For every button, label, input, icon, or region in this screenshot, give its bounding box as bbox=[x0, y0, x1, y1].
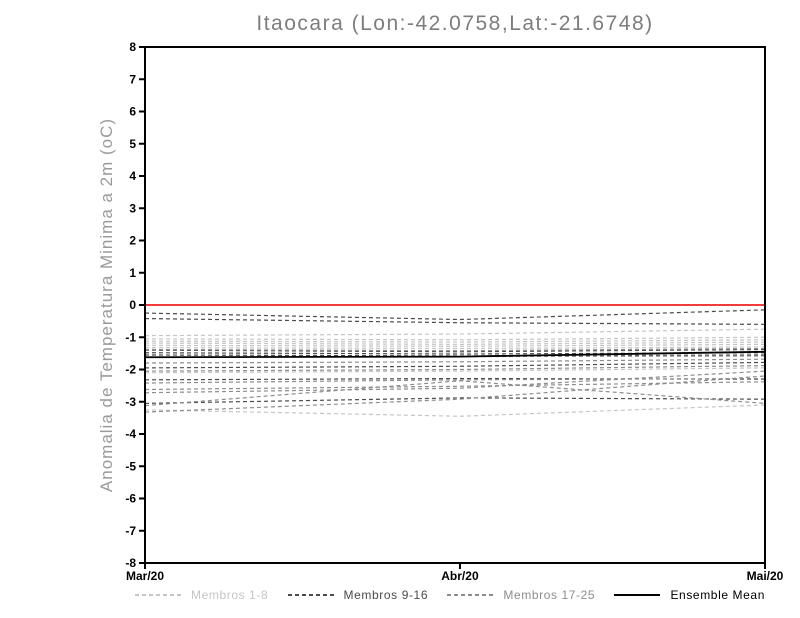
member-line bbox=[144, 380, 766, 407]
y-tick-label: 7 bbox=[129, 72, 136, 86]
y-tick-label: -4 bbox=[125, 427, 136, 441]
member-line bbox=[144, 358, 766, 364]
y-tick-label: -3 bbox=[125, 395, 136, 409]
member-line bbox=[144, 328, 766, 337]
legend-item: Ensemble Mean bbox=[614, 588, 765, 602]
member-line bbox=[144, 354, 766, 357]
y-tick-label: -6 bbox=[125, 492, 136, 506]
y-tick-label: -5 bbox=[125, 459, 136, 473]
member-line bbox=[144, 347, 766, 352]
legend: Membros 1-8 Membros 9-16 Membros 17-25 Ense… bbox=[135, 587, 765, 603]
member-line bbox=[144, 365, 766, 372]
y-tick-label: 6 bbox=[129, 105, 136, 119]
y-tick-label: -1 bbox=[125, 330, 136, 344]
legend-item: Membros 9-16 bbox=[287, 588, 429, 602]
member-line bbox=[144, 377, 766, 384]
legend-item: Membros 1-8 bbox=[135, 588, 268, 602]
legend-label: Ensemble Mean bbox=[670, 588, 765, 602]
member-line bbox=[144, 375, 766, 413]
member-line bbox=[144, 397, 766, 404]
y-tick-label: 4 bbox=[129, 169, 136, 183]
y-tick-label: 3 bbox=[129, 201, 136, 215]
member-line bbox=[144, 404, 766, 417]
member-line bbox=[144, 309, 766, 321]
member-line bbox=[144, 341, 766, 345]
legend-label: Membros 9-16 bbox=[343, 588, 429, 602]
member-line bbox=[144, 339, 766, 343]
y-tick-label: 2 bbox=[129, 234, 136, 248]
member-line bbox=[144, 336, 766, 341]
x-tick-label: Abr/20 bbox=[441, 569, 479, 583]
legend-label: Membros 17-25 bbox=[503, 588, 596, 602]
member-line bbox=[144, 348, 766, 353]
y-tick-label: -2 bbox=[125, 363, 136, 377]
member-line bbox=[144, 343, 766, 347]
member-line bbox=[144, 346, 766, 350]
member-line bbox=[144, 367, 766, 374]
member-line bbox=[144, 370, 766, 394]
y-tick-label: 5 bbox=[129, 137, 136, 151]
legend-label: Membros 1-8 bbox=[191, 588, 269, 602]
member-line bbox=[144, 317, 766, 325]
legend-line-solid bbox=[614, 594, 661, 596]
page-title: Itaocara (Lon:-42.0758,Lat:-21.6748) bbox=[256, 12, 654, 35]
ensemble-mean-line bbox=[144, 350, 766, 359]
x-tick-label: Mai/20 bbox=[747, 569, 784, 583]
y-tick-label: 0 bbox=[129, 298, 136, 312]
x-tick-label: Mar/20 bbox=[126, 569, 164, 583]
member-line bbox=[144, 361, 766, 369]
y-tick-label: 1 bbox=[129, 266, 136, 280]
y-tick-label: -8 bbox=[125, 556, 136, 570]
y-tick-label: -7 bbox=[125, 524, 136, 538]
legend-line-dashed bbox=[447, 594, 494, 596]
legend-item: Membros 17-25 bbox=[447, 588, 595, 602]
y-tick-label: 8 bbox=[129, 40, 136, 54]
legend-line-dashed bbox=[135, 594, 181, 596]
legend-line-dashed bbox=[287, 594, 334, 596]
member-line bbox=[144, 355, 766, 358]
